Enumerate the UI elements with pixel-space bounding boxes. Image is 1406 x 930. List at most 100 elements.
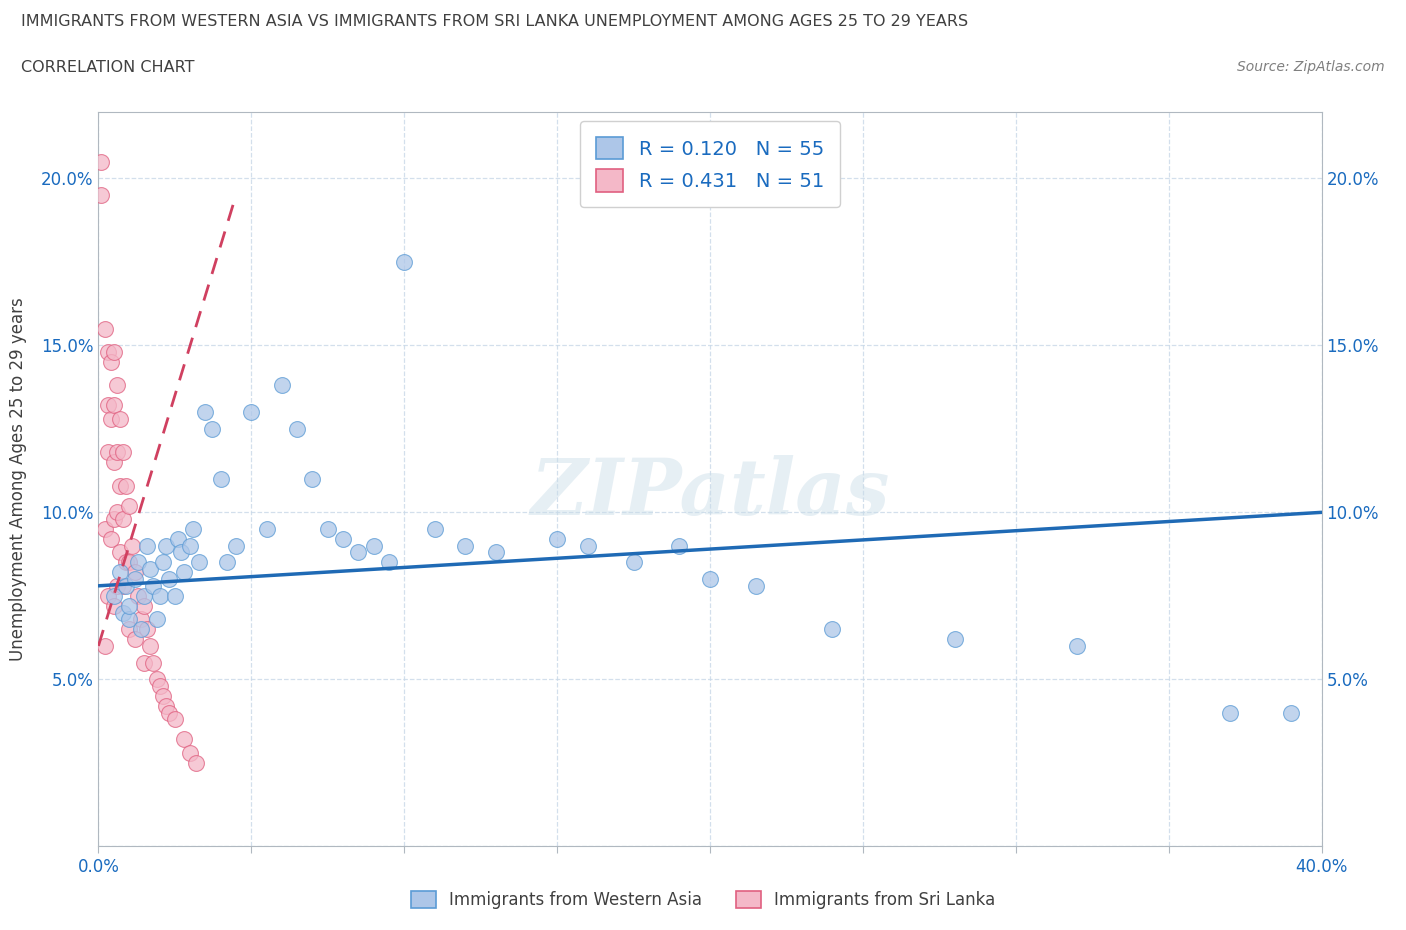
Point (546, 532, 568, 547)
Point (105, 445, 128, 459)
Point (97, 445, 120, 459)
Point (943, 631, 966, 646)
Point (103, 398, 125, 413)
Point (225, 538, 247, 553)
Point (90, 188, 112, 203)
Point (111, 605, 134, 620)
Point (134, 598, 156, 613)
Point (118, 498, 141, 513)
Point (118, 555, 141, 570)
Point (200, 421, 222, 436)
Point (105, 578, 128, 593)
Point (93, 321, 115, 336)
Point (100, 411, 122, 426)
Point (118, 612, 141, 627)
Point (145, 671, 167, 686)
Point (103, 512, 125, 526)
Point (173, 732, 195, 747)
Point (301, 472, 323, 486)
Point (145, 612, 167, 627)
Point (136, 622, 159, 637)
Point (108, 545, 131, 560)
Point (142, 578, 165, 593)
Point (152, 555, 174, 570)
Point (100, 532, 122, 547)
Point (155, 698, 177, 713)
Point (103, 598, 125, 613)
Point (121, 538, 143, 553)
Point (124, 565, 146, 580)
Point (173, 565, 195, 580)
Point (485, 545, 508, 560)
Point (142, 656, 165, 671)
Point (155, 538, 177, 553)
Point (111, 445, 134, 459)
Point (745, 578, 768, 593)
Point (179, 538, 201, 553)
Point (186, 755, 208, 770)
Point (170, 545, 193, 560)
Text: ZIPatlas: ZIPatlas (530, 456, 890, 532)
Point (623, 555, 645, 570)
Point (316, 522, 339, 537)
Point (134, 589, 156, 604)
Point (270, 378, 292, 392)
Text: Source: ZipAtlas.com: Source: ZipAtlas.com (1237, 60, 1385, 74)
Point (90, 154, 112, 169)
Point (188, 555, 211, 570)
Point (347, 545, 370, 560)
Point (157, 572, 180, 587)
Point (103, 455, 125, 470)
Point (115, 478, 138, 493)
Point (100, 354, 122, 369)
Point (454, 538, 477, 553)
Point (668, 538, 690, 553)
Point (209, 472, 232, 486)
Point (127, 589, 149, 604)
Point (124, 572, 146, 587)
Point (285, 421, 308, 436)
Legend: Immigrants from Western Asia, Immigrants from Sri Lanka: Immigrants from Western Asia, Immigrants… (402, 883, 1004, 917)
Point (103, 589, 125, 604)
Point (423, 522, 446, 537)
Point (821, 622, 844, 637)
Point (93, 522, 115, 537)
Point (129, 622, 152, 637)
Point (118, 598, 141, 613)
Point (108, 411, 131, 426)
Point (134, 656, 156, 671)
Point (181, 522, 204, 537)
Point (93, 639, 115, 654)
Point (118, 622, 141, 637)
Point (108, 565, 131, 580)
Point (179, 745, 201, 760)
Point (363, 538, 385, 553)
Point (1066, 639, 1088, 654)
Point (332, 532, 354, 547)
Point (111, 578, 134, 593)
Point (167, 532, 190, 547)
Point (105, 505, 128, 520)
Point (115, 578, 138, 593)
Point (124, 631, 146, 646)
Point (139, 562, 162, 577)
Point (127, 555, 149, 570)
Text: IMMIGRANTS FROM WESTERN ASIA VS IMMIGRANTS FROM SRI LANKA UNEMPLOYMENT AMONG AGE: IMMIGRANTS FROM WESTERN ASIA VS IMMIGRAN… (21, 14, 969, 29)
Point (97, 589, 120, 604)
Point (136, 538, 159, 553)
Point (256, 522, 278, 537)
Point (576, 538, 599, 553)
Point (108, 478, 131, 493)
Point (392, 255, 416, 270)
Point (97, 345, 120, 360)
Point (105, 378, 128, 392)
Point (149, 679, 172, 694)
Point (194, 405, 217, 419)
Point (157, 705, 180, 720)
Y-axis label: Unemployment Among Ages 25 to 29 years: Unemployment Among Ages 25 to 29 years (10, 297, 27, 661)
Point (139, 639, 162, 654)
Point (378, 555, 401, 570)
Point (129, 612, 152, 627)
Point (240, 405, 263, 419)
Point (115, 555, 138, 570)
